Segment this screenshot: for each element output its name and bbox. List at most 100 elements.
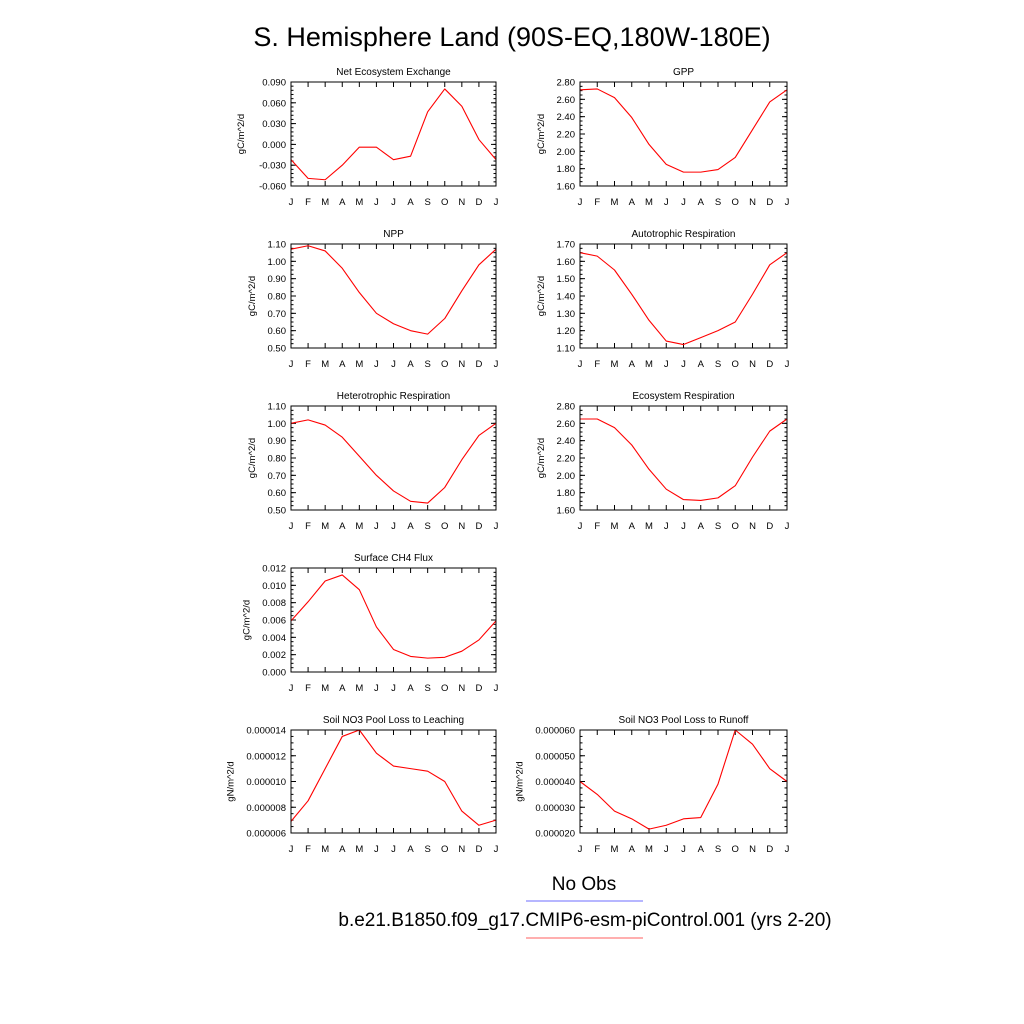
y-tick-label: 1.40: [557, 292, 576, 303]
x-tick-label: A: [407, 359, 414, 370]
y-tick-label: 1.20: [557, 326, 576, 337]
y-tick-label: 1.60: [557, 506, 576, 517]
y-tick-label: -0.030: [259, 161, 286, 172]
series-line: [579, 252, 788, 346]
x-tick-label: O: [441, 521, 448, 532]
y-tick-label: 1.10: [268, 240, 287, 251]
x-tick-label: S: [715, 521, 721, 532]
x-tick-label: M: [645, 197, 653, 208]
x-tick-label: D: [766, 844, 773, 855]
x-tick-label: M: [321, 197, 329, 208]
y-tick-label: 1.50: [557, 274, 576, 285]
y-tick-label: 0.090: [262, 78, 286, 89]
panel-title: Heterotrophic Respiration: [337, 391, 450, 402]
x-tick-label: M: [611, 359, 619, 370]
x-tick-label: D: [766, 521, 773, 532]
y-tick-label: 2.20: [557, 130, 576, 141]
x-tick-label: M: [321, 521, 329, 532]
x-tick-label: O: [441, 683, 448, 694]
x-tick-label: M: [321, 359, 329, 370]
x-tick-label: A: [629, 359, 636, 370]
x-tick-label: N: [458, 521, 465, 532]
series-line: [290, 245, 497, 335]
series-line: [290, 574, 497, 659]
y-tick-label: 0.90: [268, 274, 287, 285]
x-tick-label: J: [391, 521, 396, 532]
y-tick-label: 2.60: [557, 419, 576, 430]
y-tick-label: 1.00: [268, 257, 287, 268]
y-tick-label: 0.012: [262, 564, 286, 575]
panel-title: Surface CH4 Flux: [354, 553, 433, 564]
x-tick-label: M: [611, 844, 619, 855]
x-tick-label: J: [289, 521, 294, 532]
panel-title: Net Ecosystem Exchange: [336, 67, 451, 78]
x-tick-label: M: [611, 197, 619, 208]
x-tick-label: S: [715, 359, 721, 370]
y-axis-label: gC/m^2/d: [536, 438, 547, 478]
x-tick-label: J: [374, 683, 379, 694]
y-tick-label: 2.20: [557, 454, 576, 465]
x-tick-label: O: [732, 521, 739, 532]
y-tick-label: 1.60: [557, 257, 576, 268]
x-tick-label: J: [578, 197, 583, 208]
y-tick-label: 0.006: [262, 616, 286, 627]
series-line: [290, 729, 497, 826]
x-tick-label: J: [681, 844, 686, 855]
x-tick-label: D: [475, 359, 482, 370]
y-tick-label: 2.40: [557, 436, 576, 447]
x-tick-label: A: [698, 359, 705, 370]
x-tick-label: A: [407, 521, 414, 532]
series-line: [290, 419, 497, 504]
x-tick-label: M: [355, 359, 363, 370]
y-tick-label: 0.000040: [535, 777, 575, 788]
axis-ticks: [290, 81, 497, 187]
y-tick-label: 1.30: [557, 309, 576, 320]
x-tick-label: J: [494, 359, 499, 370]
y-tick-label: 0.000014: [246, 726, 286, 737]
y-tick-label: 0.000: [262, 668, 286, 679]
x-tick-label: S: [424, 844, 430, 855]
y-tick-label: 0.000012: [246, 751, 286, 762]
y-tick-label: 2.00: [557, 147, 576, 158]
x-tick-label: M: [321, 683, 329, 694]
y-tick-label: 0.60: [268, 326, 287, 337]
x-tick-label: N: [458, 844, 465, 855]
y-tick-label: -0.060: [259, 182, 286, 193]
x-tick-label: J: [664, 844, 669, 855]
plot-frame: [579, 405, 788, 511]
x-tick-label: N: [458, 197, 465, 208]
axis-ticks: [290, 243, 497, 349]
x-tick-label: J: [785, 521, 790, 532]
x-tick-label: O: [441, 359, 448, 370]
x-tick-label: J: [785, 197, 790, 208]
y-tick-label: 0.000060: [535, 726, 575, 737]
y-tick-label: 0.80: [268, 454, 287, 465]
plot-frame: [290, 243, 497, 349]
x-tick-label: J: [494, 521, 499, 532]
x-tick-label: D: [475, 683, 482, 694]
y-tick-label: 2.40: [557, 112, 576, 123]
panel-title: Autotrophic Respiration: [632, 229, 736, 240]
x-tick-label: J: [374, 521, 379, 532]
x-tick-label: O: [441, 844, 448, 855]
y-tick-label: 0.000008: [246, 803, 286, 814]
y-tick-label: 0.000006: [246, 829, 286, 840]
plot-frame: [579, 81, 788, 187]
y-tick-label: 0.004: [262, 633, 286, 644]
y-axis-label: gC/m^2/d: [236, 114, 247, 154]
x-tick-label: A: [698, 197, 705, 208]
y-tick-label: 1.80: [557, 164, 576, 175]
x-tick-label: A: [629, 521, 636, 532]
x-tick-label: J: [374, 844, 379, 855]
x-tick-label: S: [715, 197, 721, 208]
x-tick-label: J: [494, 197, 499, 208]
